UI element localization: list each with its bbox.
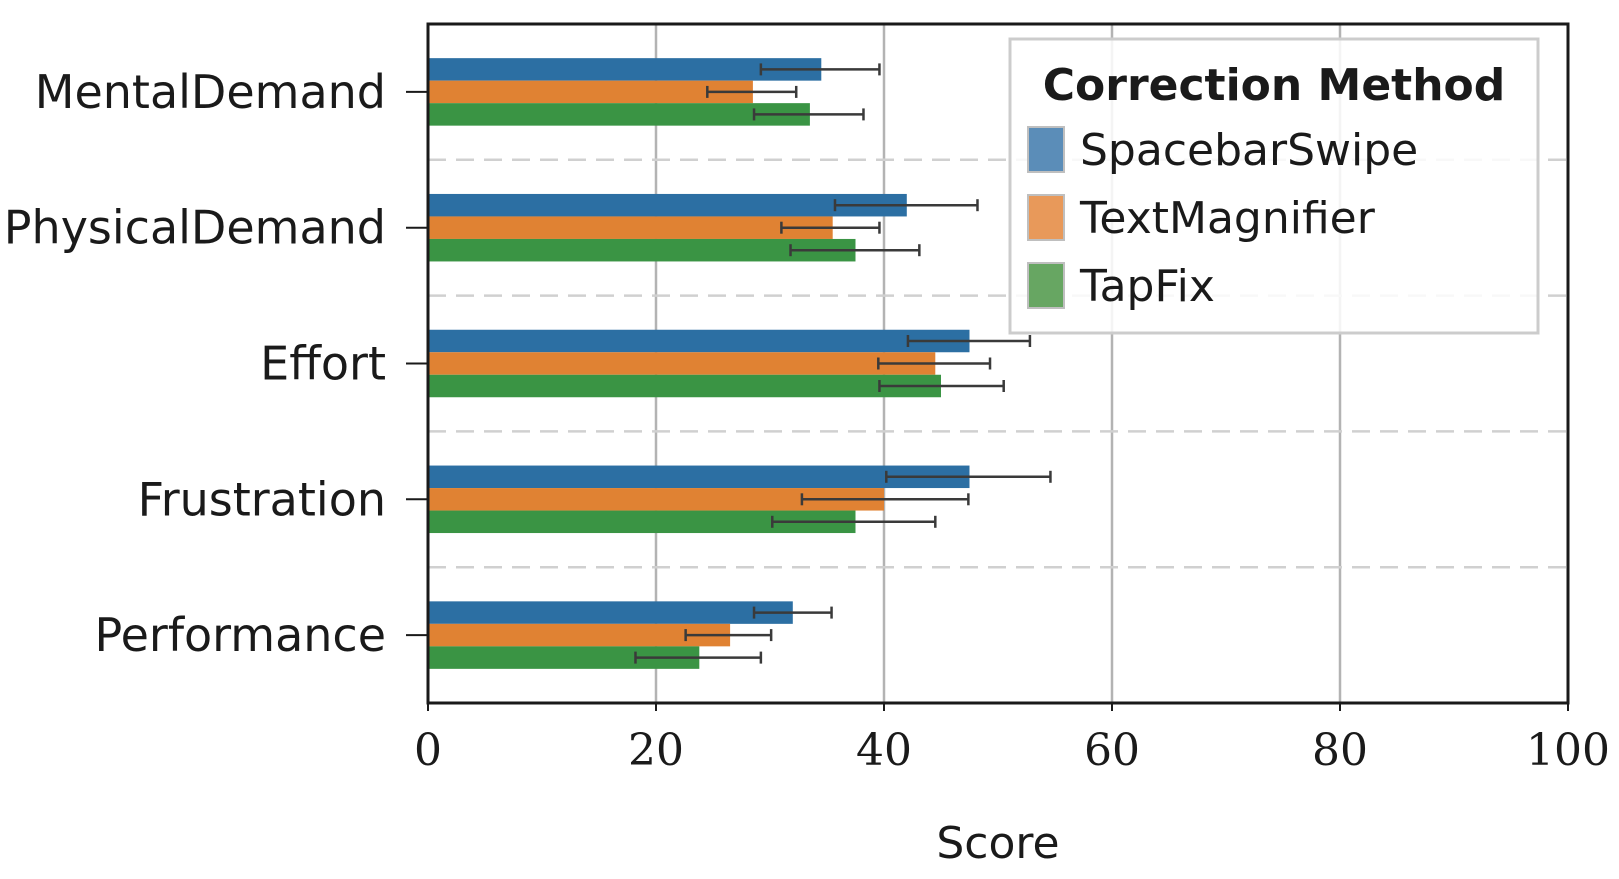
category-label-effort: Effort bbox=[260, 337, 386, 391]
x-tick-label: 60 bbox=[1084, 725, 1140, 776]
legend-items: SpacebarSwipe TextMagnifier TapFix bbox=[1027, 125, 1418, 312]
x-tick-label: 40 bbox=[856, 725, 912, 776]
bars-layer bbox=[428, 58, 970, 669]
x-tick-label: 0 bbox=[414, 725, 442, 776]
category-label-frustration: Frustration bbox=[138, 472, 386, 526]
error-bars-layer bbox=[634, 63, 1052, 664]
bar-textmagnifier bbox=[428, 488, 884, 511]
legend-label-spacebarswipe: SpacebarSwipe bbox=[1080, 125, 1418, 176]
bar-textmagnifier bbox=[428, 352, 936, 375]
bar-spacebarswipe bbox=[428, 465, 970, 489]
x-tick-label: 20 bbox=[628, 725, 684, 776]
legend-box bbox=[1008, 37, 1540, 335]
legend-label-tapfix: TapFix bbox=[1079, 261, 1215, 312]
bar-tapfix bbox=[428, 510, 856, 534]
legend-label-textmagnifier: TextMagnifier bbox=[1079, 193, 1376, 244]
bar-spacebarswipe bbox=[428, 193, 907, 217]
bar-textmagnifier bbox=[428, 623, 731, 647]
x-tick-label: 80 bbox=[1312, 725, 1368, 776]
bar-tapfix bbox=[428, 646, 700, 669]
legend-title: Correction Method bbox=[1043, 60, 1506, 111]
bar-textmagnifier bbox=[428, 80, 753, 104]
category-label-physicaldemand: PhysicalDemand bbox=[4, 201, 386, 255]
x-axis-title: Score bbox=[936, 818, 1059, 869]
legend-swatch-textmagnifier bbox=[1027, 194, 1065, 241]
legend: Correction Method SpacebarSwipe TextMagni… bbox=[1008, 37, 1540, 335]
bar-textmagnifier bbox=[428, 216, 833, 239]
bar-spacebarswipe bbox=[428, 58, 822, 81]
x-tick-label: 100 bbox=[1526, 725, 1610, 776]
bar-tapfix bbox=[428, 103, 810, 126]
bar-tapfix bbox=[428, 238, 856, 262]
legend-swatch-spacebarswipe bbox=[1027, 126, 1065, 173]
bar-spacebarswipe bbox=[428, 329, 970, 353]
category-label-performance: Performance bbox=[95, 608, 387, 662]
category-label-mentaldemand: MentalDemand bbox=[35, 65, 386, 119]
bar-spacebarswipe bbox=[428, 601, 793, 624]
bar-tapfix bbox=[428, 374, 941, 398]
axis-layer: MentalDemand PhysicalDemand Effort Frustrat… bbox=[4, 65, 1610, 776]
legend-swatch-tapfix bbox=[1027, 262, 1065, 309]
